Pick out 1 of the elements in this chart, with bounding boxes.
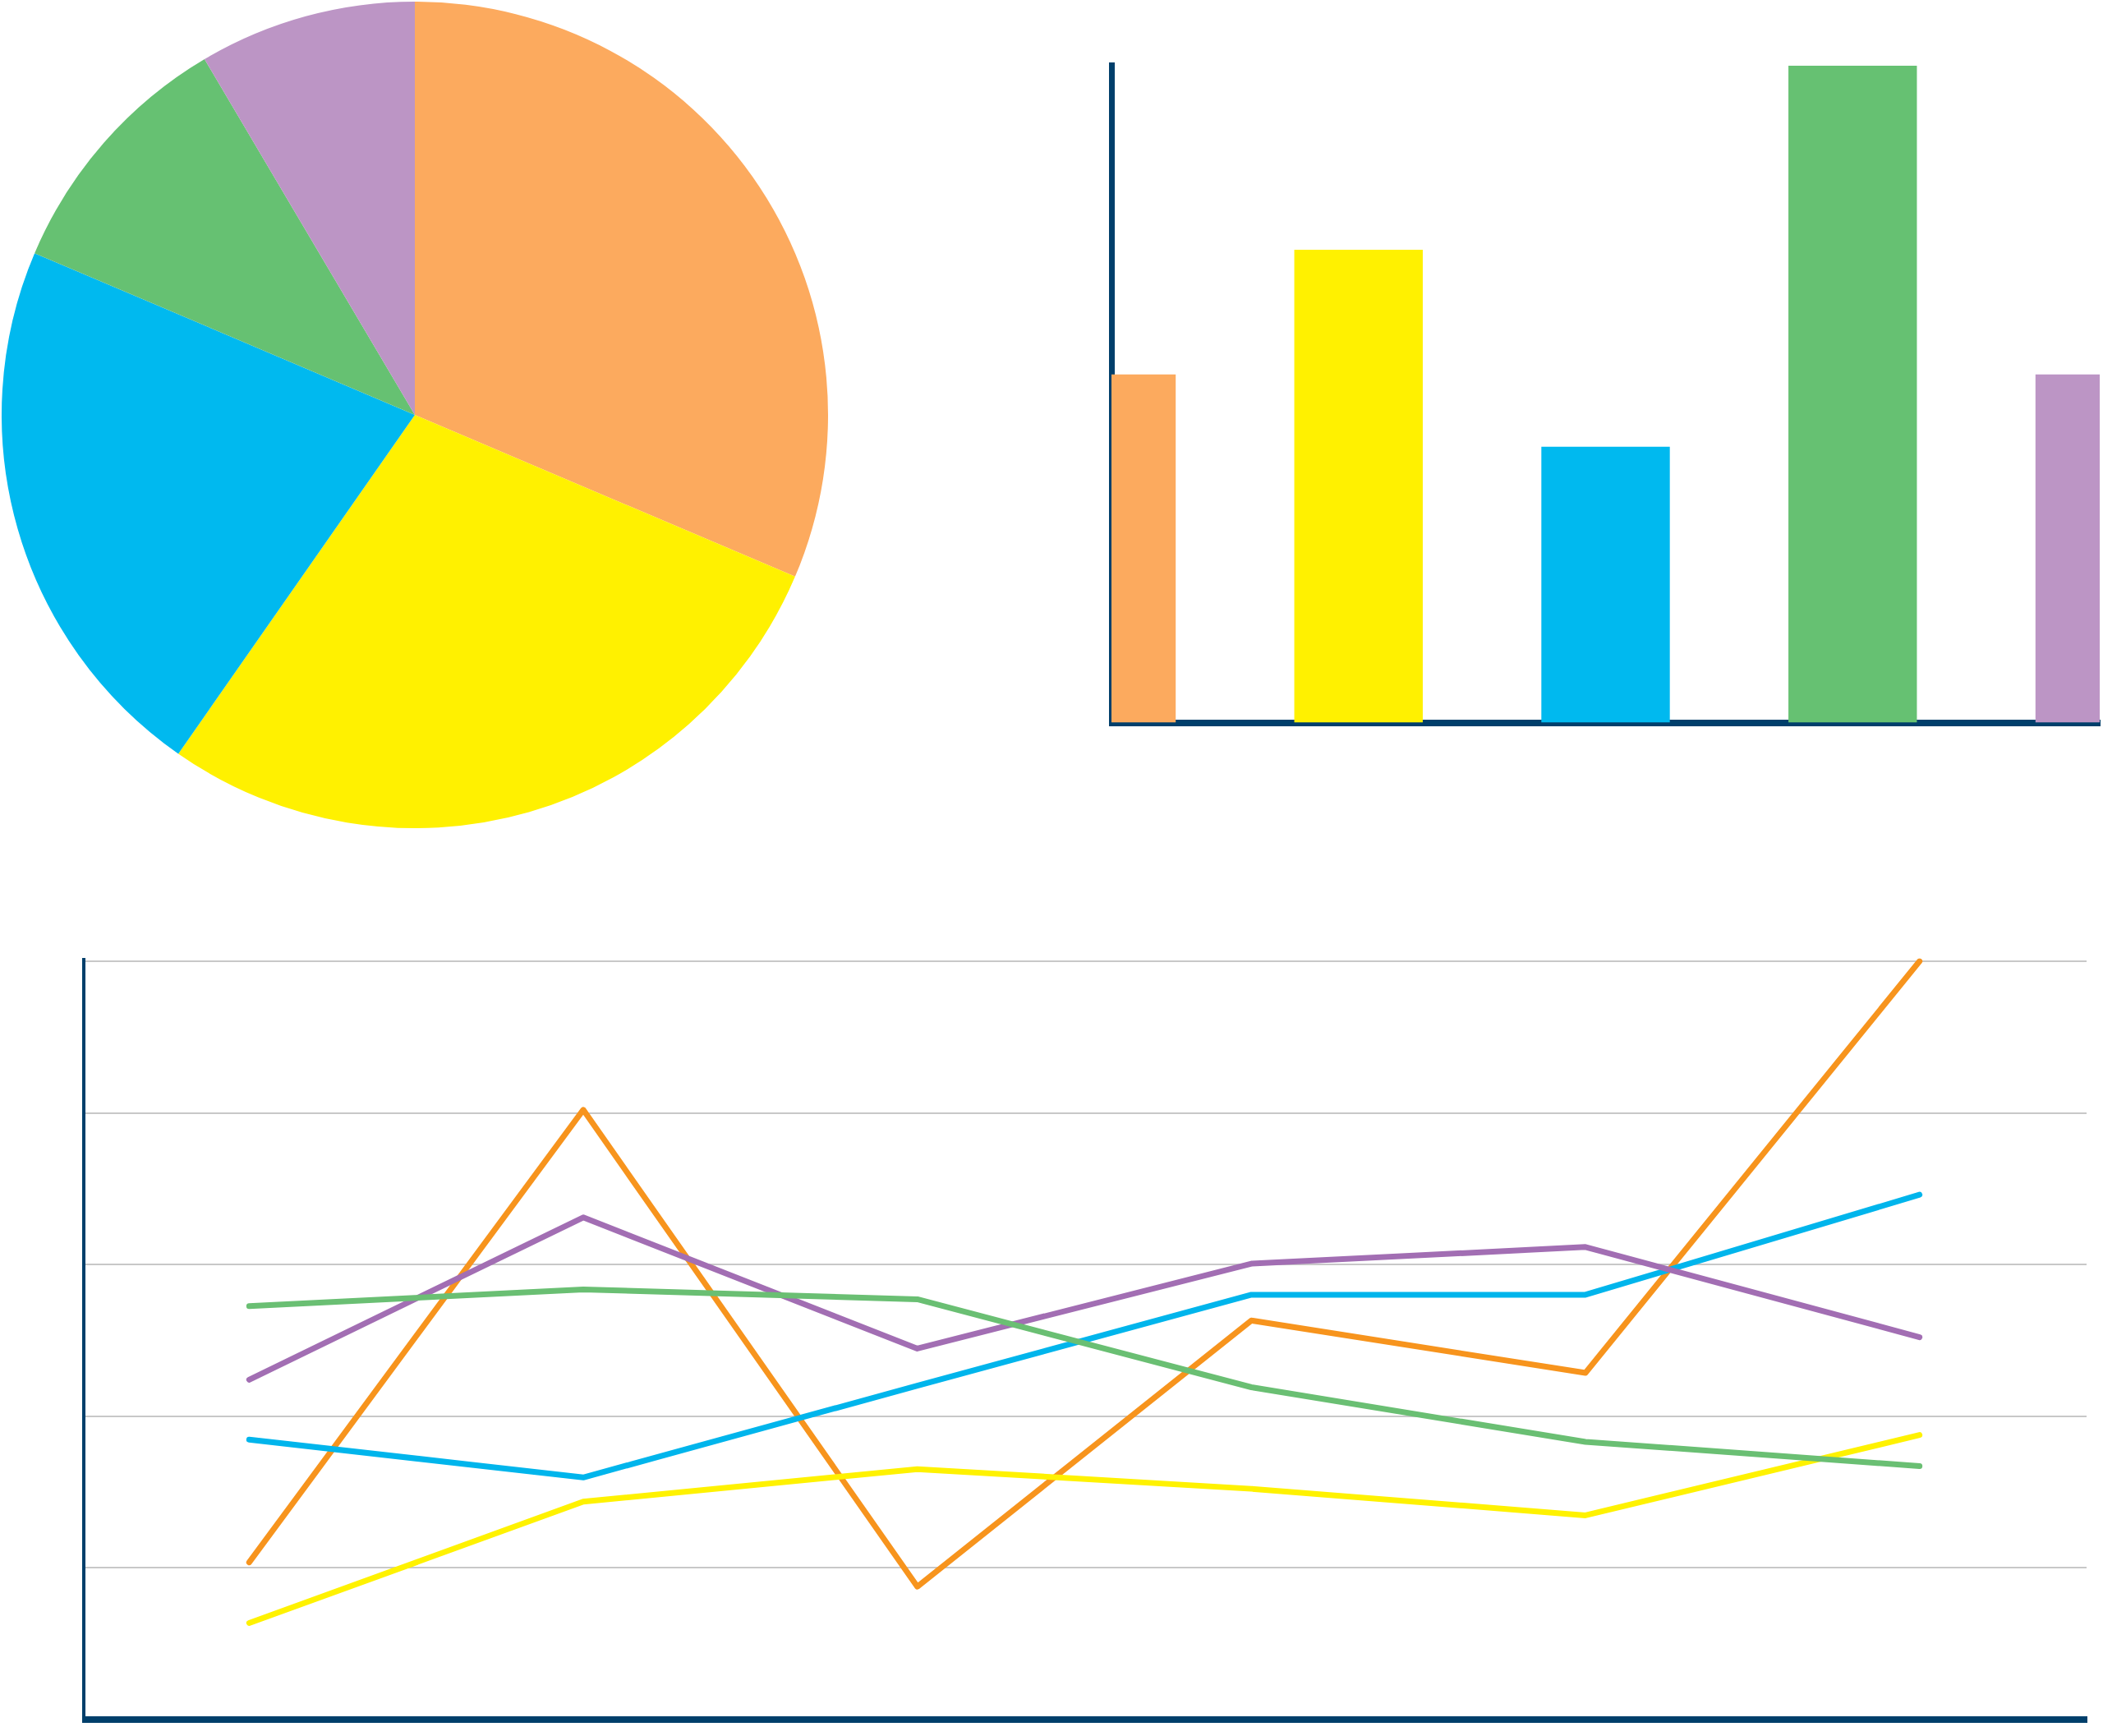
bar — [1541, 446, 1670, 723]
